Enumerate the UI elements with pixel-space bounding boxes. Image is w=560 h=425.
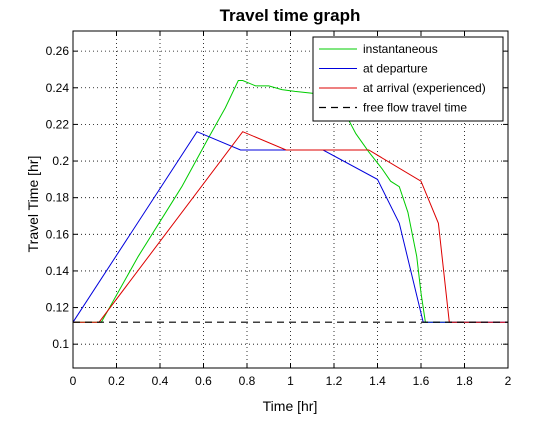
y-tick-label: 0.22 bbox=[46, 117, 70, 131]
chart-title: Travel time graph bbox=[220, 6, 361, 25]
x-tick-label: 1.4 bbox=[369, 374, 386, 388]
x-tick-label: 1.2 bbox=[326, 374, 343, 388]
x-tick-label: 0.4 bbox=[152, 374, 169, 388]
y-tick-label: 0.2 bbox=[52, 154, 69, 168]
series-line-instantaneous bbox=[73, 80, 482, 323]
x-tick-label: 0.6 bbox=[195, 374, 212, 388]
y-tick-label: 0.24 bbox=[46, 81, 70, 95]
legend: instantaneous at departure at arrival (exp… bbox=[312, 36, 504, 122]
y-tick-label: 0.16 bbox=[46, 227, 70, 241]
x-tick-label: 2 bbox=[505, 374, 512, 388]
series-line-at-arrival-experienced bbox=[73, 131, 508, 323]
legend-label: instantaneous bbox=[363, 42, 438, 56]
x-tick-label: 1.8 bbox=[456, 374, 473, 388]
y-tick-label: 0.26 bbox=[46, 44, 70, 58]
x-tick-label: 1 bbox=[287, 374, 294, 388]
legend-label: at arrival (experienced) bbox=[363, 81, 486, 95]
legend-label: at departure bbox=[363, 62, 428, 76]
y-tick-label: 0.1 bbox=[52, 337, 69, 351]
x-axis-label: Time [hr] bbox=[263, 398, 318, 414]
series-line-at-departure bbox=[72, 131, 508, 323]
y-tick-label: 0.18 bbox=[46, 191, 70, 205]
x-axis-ticks: 0 0.2 0.4 0.6 0.8 1 1.2 1.4 1.6 1.8 2 bbox=[70, 31, 512, 388]
x-tick-label: 1.6 bbox=[413, 374, 430, 388]
y-axis-label: Travel Time [hr] bbox=[25, 156, 41, 253]
x-tick-label: 0.8 bbox=[239, 374, 256, 388]
x-tick-label: 0.2 bbox=[108, 374, 125, 388]
y-tick-label: 0.14 bbox=[46, 264, 70, 278]
y-axis-ticks: 0.1 0.12 0.14 0.16 0.18 0.2 0.22 0.24 0.26 bbox=[46, 44, 508, 351]
legend-label: free flow travel time bbox=[363, 101, 467, 115]
series-layer bbox=[72, 80, 508, 323]
y-tick-label: 0.12 bbox=[46, 301, 70, 315]
x-tick-label: 0 bbox=[70, 374, 77, 388]
